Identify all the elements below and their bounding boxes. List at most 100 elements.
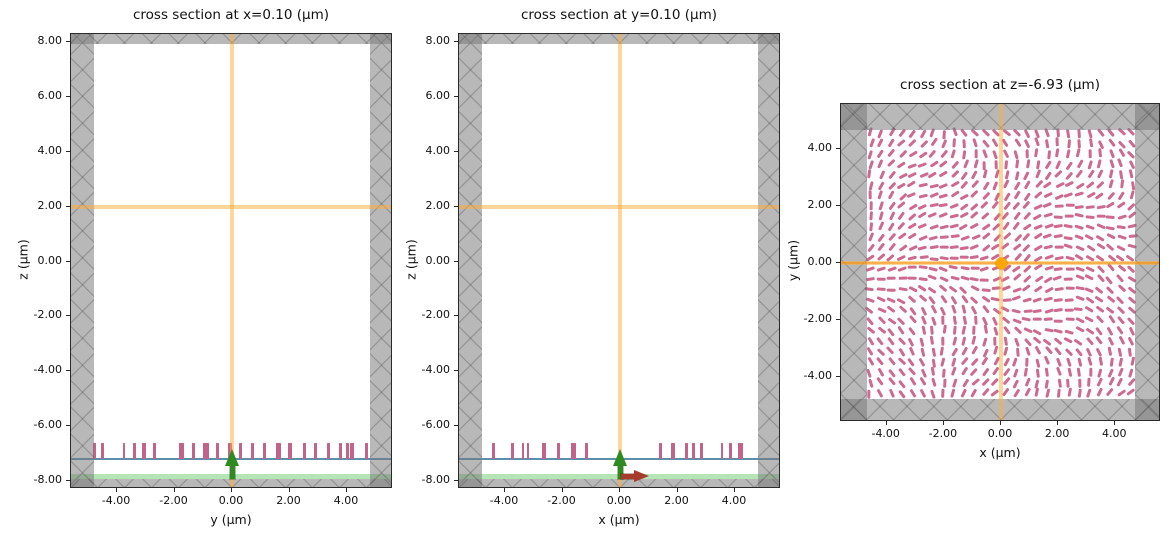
- structure-pillar-top-view: [970, 388, 977, 398]
- structure-pillar-top-view: [1118, 367, 1124, 377]
- structure-pillar-top-view: [1064, 298, 1074, 303]
- x-tick-label: 4.00: [333, 494, 359, 507]
- structure-pillar-top-view: [919, 388, 926, 398]
- structure-pillar-top-view: [1095, 192, 1104, 200]
- structure-pillar-top-view: [938, 266, 948, 272]
- structure-pillar-top-view: [992, 150, 998, 160]
- structure-pillar-top-view: [1054, 286, 1064, 291]
- structure-pillar-top-view: [1116, 245, 1126, 252]
- structure-pillar-top-view: [1033, 224, 1043, 230]
- polarization-arrow-head: [633, 469, 649, 482]
- structure-pillar-top-view: [1085, 215, 1095, 219]
- structure-pillar-top-view: [1045, 388, 1051, 398]
- structure-pillar-top-view: [969, 202, 979, 211]
- structure-pillar-top-view: [867, 150, 873, 160]
- structure-pillar-top-view: [939, 171, 948, 178]
- structure-pillar-top-view: [868, 232, 874, 242]
- structure-pillar-top-view: [1053, 267, 1063, 271]
- structure-pillar-top-view: [962, 315, 967, 325]
- structure-pillar-top-view: [898, 276, 908, 280]
- structure-pillar-top-view: [950, 234, 959, 238]
- structure-pillar-top-view: [939, 224, 949, 230]
- structure-pillar-top-view: [898, 347, 905, 357]
- source-arrow-head: [224, 449, 239, 467]
- structure-pillar-top-view: [932, 347, 937, 357]
- structure-pillar-top-view: [1034, 179, 1043, 188]
- structure-pillar-top-view: [888, 368, 896, 378]
- structure-pillar-top-view: [951, 304, 957, 314]
- structure-pillar-top-view: [939, 245, 948, 249]
- structure-pillar-top-view: [888, 242, 896, 252]
- structure-pillar-top-view: [898, 286, 908, 291]
- structure-pillar-top-view: [907, 162, 917, 169]
- structure-pillar-top-view: [940, 294, 948, 304]
- structure-pillar: [152, 442, 156, 459]
- structure-pillar-top-view: [887, 288, 896, 291]
- y-tick-mark: [836, 148, 840, 150]
- structure-pillar-top-view: [876, 357, 885, 366]
- structure-pillar-top-view: [1013, 150, 1019, 160]
- axes: [70, 33, 392, 488]
- structure-pillar-top-view: [1035, 169, 1041, 179]
- structure-pillar-top-view: [876, 376, 884, 386]
- structure-pillar-top-view: [1117, 347, 1123, 357]
- structure-pillar-top-view: [992, 316, 999, 326]
- structure-pillar-top-view: [1067, 367, 1073, 377]
- structure-pillar-top-view: [927, 286, 937, 294]
- structure-pillar-top-view: [1023, 265, 1032, 274]
- x-tick-mark: [561, 488, 563, 492]
- structure-pillar-top-view: [1002, 231, 1011, 240]
- structure-pillar-top-view: [950, 388, 956, 398]
- structure-pillar-top-view: [969, 296, 978, 305]
- structure-pillar: [178, 442, 184, 459]
- y-tick-label: -8.00: [33, 472, 62, 486]
- structure-pillar-top-view: [866, 346, 873, 356]
- structure-pillar-top-view: [887, 336, 896, 346]
- structure-pillar-top-view: [1108, 376, 1115, 386]
- structure-pillar-top-view: [1063, 235, 1073, 240]
- x-tick-mark: [346, 488, 347, 492]
- y-tick-mark: [66, 205, 70, 207]
- structure-pillar-top-view: [887, 222, 895, 232]
- structure-pillar-top-view: [1075, 274, 1085, 281]
- structure-pillar-top-view: [1055, 366, 1062, 376]
- structure-pillar-top-view: [931, 377, 937, 387]
- structure-pillar-top-view: [970, 358, 979, 367]
- structure-pillar-top-view: [1054, 337, 1063, 345]
- structure-pillar-top-view: [1042, 338, 1052, 346]
- structure-pillar-top-view: [886, 297, 896, 304]
- structure-pillar-top-view: [1126, 265, 1135, 274]
- structure-pillar-top-view: [981, 356, 989, 366]
- structure-pillar-top-view: [970, 170, 978, 180]
- structure-pillar-top-view: [1064, 181, 1074, 188]
- structure-pillar-top-view: [1025, 357, 1029, 367]
- structure-pillar-top-view: [1085, 337, 1094, 346]
- y-tick-mark: [454, 260, 458, 262]
- structure-pillar-top-view: [907, 213, 916, 221]
- structure-pillar-top-view: [1014, 159, 1019, 169]
- structure-pillar-top-view: [867, 326, 876, 334]
- structure-pillar-top-view: [877, 233, 885, 243]
- structure-pillar-top-view: [951, 366, 957, 376]
- structure-pillar-top-view: [1065, 171, 1073, 180]
- structure-pillar-top-view: [1054, 245, 1064, 249]
- polarization-arrow-stem: [621, 473, 636, 479]
- structure-pillar-top-view: [929, 191, 939, 198]
- x-tick-mark: [676, 488, 678, 492]
- structure-pillar-top-view: [959, 211, 969, 219]
- structure-pillar-top-view: [1033, 204, 1043, 211]
- structure-pillar-top-view: [931, 366, 936, 376]
- structure-pillar-top-view: [1096, 387, 1103, 397]
- structure-pillar-top-view: [1063, 192, 1073, 198]
- structure-pillar-top-view: [876, 296, 886, 303]
- structure-pillar-top-view: [1064, 329, 1074, 335]
- structure-pillar-top-view: [928, 266, 937, 272]
- structure-pillar-top-view: [940, 306, 947, 316]
- structure-pillar-top-view: [962, 346, 969, 355]
- y-tick-label: 4.00: [425, 143, 451, 157]
- structure-pillar-top-view: [1032, 317, 1042, 321]
- structure-pillar-top-view: [1053, 224, 1063, 229]
- structure-pillar-top-view: [1107, 191, 1116, 200]
- structure-pillar-top-view: [908, 245, 918, 252]
